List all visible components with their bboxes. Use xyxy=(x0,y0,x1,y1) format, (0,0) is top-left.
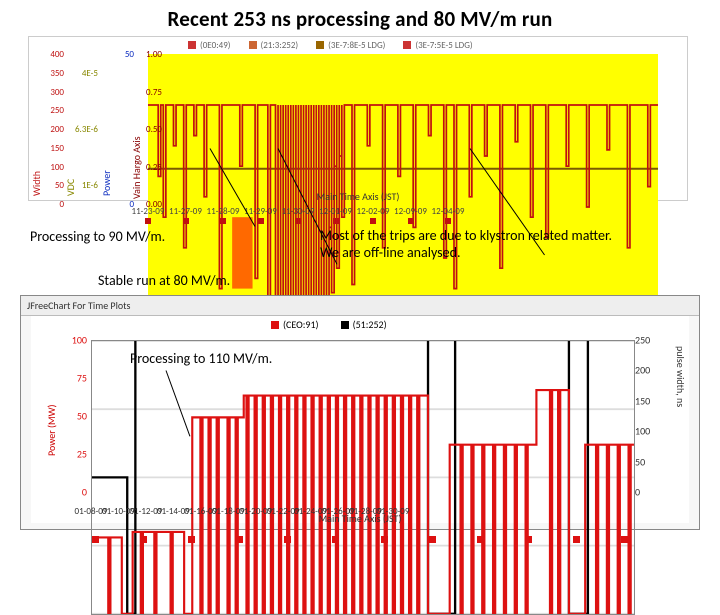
ytick-left: 100 xyxy=(69,334,87,347)
legend-item: (0E0:49) xyxy=(188,40,231,51)
chart1-legend: (0E0:49) (21:3:252) (3E-7:8E-5 LDG) (3E-7:5… xyxy=(188,38,648,52)
ann-trips: Most of the trips are due to klystron re… xyxy=(320,228,612,262)
chart2-ylabel-right: pulse width, ns xyxy=(674,346,687,407)
ytick: 0.75 xyxy=(136,87,162,98)
chart2-xlabel: Main Time Axis (JST) xyxy=(319,512,402,525)
ann-stable80: Stable run at 80 MV/m. xyxy=(98,272,230,289)
ytick-right: 200 xyxy=(635,364,657,377)
chart2-window-title: JFreeChart For Time Plots xyxy=(21,296,699,316)
ytick: 50 xyxy=(104,49,134,60)
ytick-left: 50 xyxy=(69,410,87,423)
tick-square xyxy=(258,218,264,224)
ytick: 1.00 xyxy=(136,49,162,60)
ytick: 0.25 xyxy=(136,162,162,173)
ytick: 0 xyxy=(104,199,134,210)
ann-proc90: Processing to 90 MV/m. xyxy=(30,228,165,245)
ytick-right: 50 xyxy=(635,455,657,468)
ytick: 0 xyxy=(34,199,64,210)
xtick: 12-09-09 xyxy=(394,206,427,217)
legend-item: (21:3:252) xyxy=(249,40,299,51)
xtick: 12-01-09 xyxy=(319,206,352,217)
ytick-left: 0 xyxy=(69,486,87,499)
ytick: 250 xyxy=(34,105,64,116)
ytick: 1E-6 xyxy=(68,180,98,191)
tick-square xyxy=(295,218,301,224)
legend-item: (3E-7:5E-5 LDG) xyxy=(403,40,472,51)
slide-title: Recent 253 ns processing and 80 MV/m run xyxy=(0,0,720,32)
ytick-right: 0 xyxy=(635,486,657,499)
ytick: 50 xyxy=(34,180,64,191)
ytick: 300 xyxy=(34,87,64,98)
legend-item: (3E-7:8E-5 LDG) xyxy=(316,40,385,51)
chart1-xlabel: Main Time Axis (JST) xyxy=(317,190,400,203)
tick-square xyxy=(408,218,414,224)
chart1-plot xyxy=(148,54,658,309)
ytick: 350 xyxy=(34,68,64,79)
ytick-left: 75 xyxy=(69,372,87,385)
chart2-inner: (CEO:91) (51:252) 0 25 50 75 100 0 50 100 150 200… xyxy=(31,316,689,523)
tick-square xyxy=(445,218,451,224)
ytick-left: 25 xyxy=(69,448,87,461)
chart1-yaxis-label: Power xyxy=(100,170,113,196)
ytick: 200 xyxy=(34,124,64,135)
ytick: 150 xyxy=(34,143,64,154)
legend-item: (51:252) xyxy=(341,318,387,331)
xtick: 12-02-09 xyxy=(357,206,390,217)
chart1: (0E0:49) (21:3:252) (3E-7:8E-5 LDG) (3E-7:5… xyxy=(28,36,688,201)
chart2-window: JFreeChart For Time Plots (CEO:91) (51:25… xyxy=(20,295,700,530)
ytick: 400 xyxy=(34,49,64,60)
ann-proc110: Processing to 110 MV/m. xyxy=(130,350,272,367)
tick-square xyxy=(333,218,339,224)
xtick: 11-27-09 xyxy=(169,206,202,217)
ytick: 0.50 xyxy=(136,124,162,135)
ytick: 100 xyxy=(34,162,64,173)
xtick: 11-28-09 xyxy=(207,206,240,217)
ytick: 6.3E-6 xyxy=(68,124,98,135)
tick-square xyxy=(220,218,226,224)
ytick: 4E-5 xyxy=(68,68,98,79)
xtick: 12-04-09 xyxy=(432,206,465,217)
ytick-right: 100 xyxy=(635,425,657,438)
tick-square xyxy=(145,218,151,224)
tick-square xyxy=(183,218,189,224)
legend-item: (CEO:91) xyxy=(271,318,319,331)
chart2-legend: (CEO:91) (51:252) xyxy=(271,318,387,331)
chart2-ylabel-left: Power (MW) xyxy=(45,405,58,457)
tick-square xyxy=(370,218,376,224)
ytick-right: 150 xyxy=(635,394,657,407)
chart2-plot xyxy=(91,340,635,615)
ytick-right: 250 xyxy=(635,334,657,347)
xtick: 11-23-09 xyxy=(132,206,165,217)
